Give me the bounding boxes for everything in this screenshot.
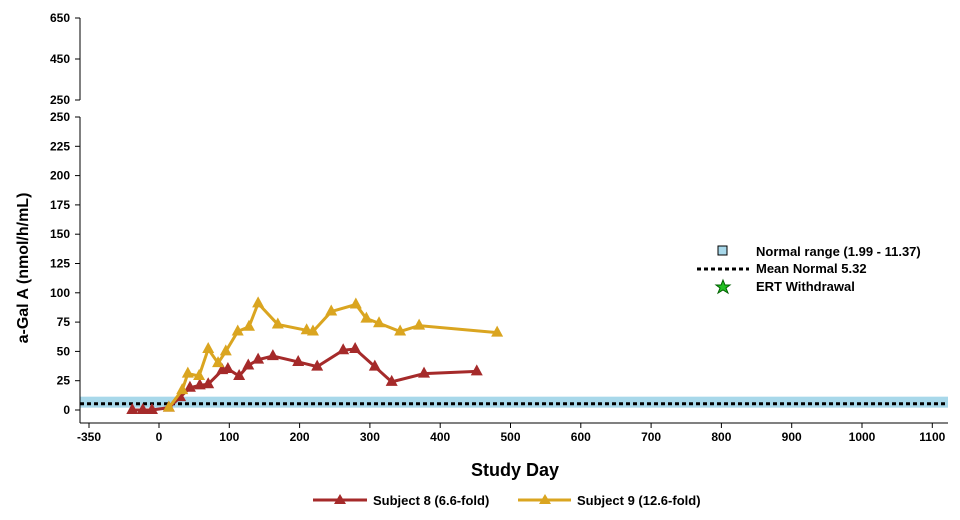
- legend-right: Normal range (1.99 - 11.37) Mean Normal …: [697, 244, 921, 295]
- data-point: [181, 366, 194, 378]
- normal-range-band: [80, 396, 948, 408]
- y-tick-label: 150: [50, 227, 70, 241]
- data-point: [252, 296, 265, 308]
- data-point: [221, 361, 234, 373]
- x-tick-label: 800: [711, 430, 731, 444]
- y-tick-label-upper: 450: [50, 52, 70, 66]
- data-point: [385, 374, 398, 386]
- data-point: [242, 319, 255, 331]
- y-tick-label: 175: [50, 198, 70, 212]
- data-point: [266, 349, 279, 361]
- x-tick-label: 200: [290, 430, 310, 444]
- data-point: [337, 343, 350, 355]
- x-tick-label: 600: [571, 430, 591, 444]
- data-point: [349, 297, 362, 309]
- y-tick-label-upper: 650: [50, 11, 70, 25]
- x-tick-label: 400: [430, 430, 450, 444]
- data-point: [193, 378, 206, 390]
- data-point: [368, 359, 381, 371]
- y-tick-label: 125: [50, 257, 70, 271]
- y-tick-label: 200: [50, 169, 70, 183]
- legend-subject8: Subject 8 (6.6-fold): [373, 493, 489, 508]
- data-point: [176, 383, 189, 395]
- data-point: [418, 366, 431, 378]
- data-point: [470, 364, 483, 376]
- y-tick-label: 225: [50, 139, 70, 153]
- data-point: [373, 316, 386, 328]
- data-point: [491, 325, 504, 337]
- legend-bottom: Subject 8 (6.6-fold) Subject 9 (12.6-fol…: [313, 493, 701, 508]
- data-point: [325, 304, 338, 316]
- data-point: [252, 352, 265, 364]
- data-point: [145, 403, 158, 414]
- star-icon: [714, 278, 732, 295]
- x-tick-label: 1000: [849, 430, 876, 444]
- y-tick-label: 25: [57, 374, 71, 388]
- legend-ert-withdrawal: ERT Withdrawal: [756, 279, 855, 294]
- x-tick-label: 500: [500, 430, 520, 444]
- data-point: [212, 356, 225, 368]
- data-point: [162, 400, 175, 412]
- x-tick-label: 100: [219, 430, 239, 444]
- data-point: [242, 358, 255, 370]
- data-point: [219, 344, 232, 356]
- y-tick-label: 50: [57, 344, 71, 358]
- x-tick-label: 1100: [919, 430, 945, 444]
- x-tick-label: 300: [360, 430, 380, 444]
- legend-subject9: Subject 9 (12.6-fold): [577, 493, 701, 508]
- data-point: [394, 324, 407, 336]
- y-tick-label-upper: 250: [50, 93, 70, 107]
- x-tick-label: -350: [77, 430, 101, 444]
- data-point: [202, 342, 215, 354]
- data-point: [306, 324, 319, 336]
- legend-marker-subject8: [334, 494, 346, 504]
- data-point: [136, 403, 149, 414]
- data-point: [413, 318, 426, 330]
- legend-mean-normal: Mean Normal 5.32: [756, 261, 867, 276]
- data-point: [292, 354, 305, 366]
- x-tick-label: 0: [156, 430, 163, 444]
- data-point: [349, 342, 362, 354]
- y-tick-label: 0: [63, 403, 70, 417]
- data-point: [202, 377, 215, 389]
- data-point: [193, 369, 206, 381]
- x-tick-label: 700: [641, 430, 661, 444]
- data-point: [231, 324, 244, 336]
- data-point: [183, 380, 196, 392]
- normal-range-swatch: [717, 245, 728, 256]
- data-point: [271, 317, 284, 329]
- x-axis-label: Study Day: [471, 460, 559, 480]
- y-tick-label: 250: [50, 110, 70, 124]
- y-tick-label: 75: [57, 315, 71, 329]
- legend-normal-range: Normal range (1.99 - 11.37): [756, 244, 921, 259]
- legend-marker-subject9: [539, 494, 551, 504]
- data-point: [360, 311, 373, 323]
- data-point: [126, 403, 139, 414]
- y-tick-label: 100: [50, 286, 70, 300]
- x-tick-label: 900: [782, 430, 802, 444]
- data-point: [311, 359, 324, 371]
- y-axis-label: a-Gal A (nmol/h/mL): [15, 193, 32, 344]
- data-point: [233, 369, 246, 381]
